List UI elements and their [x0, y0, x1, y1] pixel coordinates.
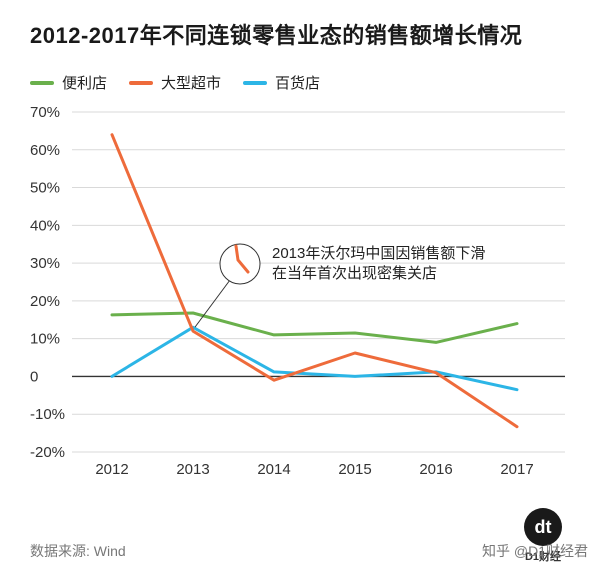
annotation-leader-line	[194, 279, 231, 328]
brand-name: D1财经	[524, 551, 562, 563]
x-tick-label: 2012	[95, 461, 128, 478]
y-tick-label: -10%	[30, 406, 65, 423]
platform-credit: 知乎 @D1财经君	[482, 543, 588, 559]
x-tick-label: 2016	[419, 461, 452, 478]
legend-item-hypermarket: 大型超市	[129, 72, 221, 93]
y-tick-label: 20%	[30, 293, 60, 310]
annotation-zoomed-line	[234, 244, 250, 274]
legend-item-department-store: 百货店	[243, 72, 320, 93]
x-tick-label: 2015	[338, 461, 371, 478]
legend-swatch-convenience	[30, 80, 54, 85]
legend-swatch-hypermarket	[129, 80, 154, 85]
series-line-1	[110, 133, 519, 429]
data-source: 数据来源: Wind	[30, 543, 126, 559]
legend-label-convenience: 便利店	[62, 75, 108, 92]
annotation-text-line: 在当年首次出现密集关店	[272, 265, 437, 282]
legend-label-hypermarket: 大型超市	[161, 75, 222, 92]
legend-item-convenience: 便利店	[30, 72, 107, 93]
legend: 便利店 大型超市 百货店	[30, 72, 320, 93]
series-line-2	[110, 325, 519, 392]
y-tick-label: 70%	[30, 104, 60, 121]
y-tick-label: 10%	[30, 331, 60, 348]
y-tick-label: 0	[30, 368, 38, 385]
legend-swatch-department-store	[243, 80, 268, 85]
y-tick-label: -20%	[30, 444, 65, 461]
series-line-0	[110, 311, 519, 344]
x-tick-label: 2013	[176, 461, 209, 478]
brand-logo-icon: dt	[524, 508, 562, 546]
y-tick-label: 50%	[30, 180, 60, 197]
y-tick-label: 60%	[30, 142, 60, 159]
legend-label-department-store: 百货店	[275, 75, 321, 92]
x-tick-label: 2017	[500, 461, 533, 478]
chart-title: 2012-2017年不同连锁零售业态的销售额增长情况	[30, 23, 523, 48]
brand-logo: dt D1财经	[524, 508, 562, 564]
annotation-text-line: 2013年沃尔玛中国因销售额下滑	[272, 245, 485, 262]
x-tick-label: 2014	[257, 461, 290, 478]
y-tick-label: 30%	[30, 255, 60, 272]
y-tick-label: 40%	[30, 217, 60, 234]
